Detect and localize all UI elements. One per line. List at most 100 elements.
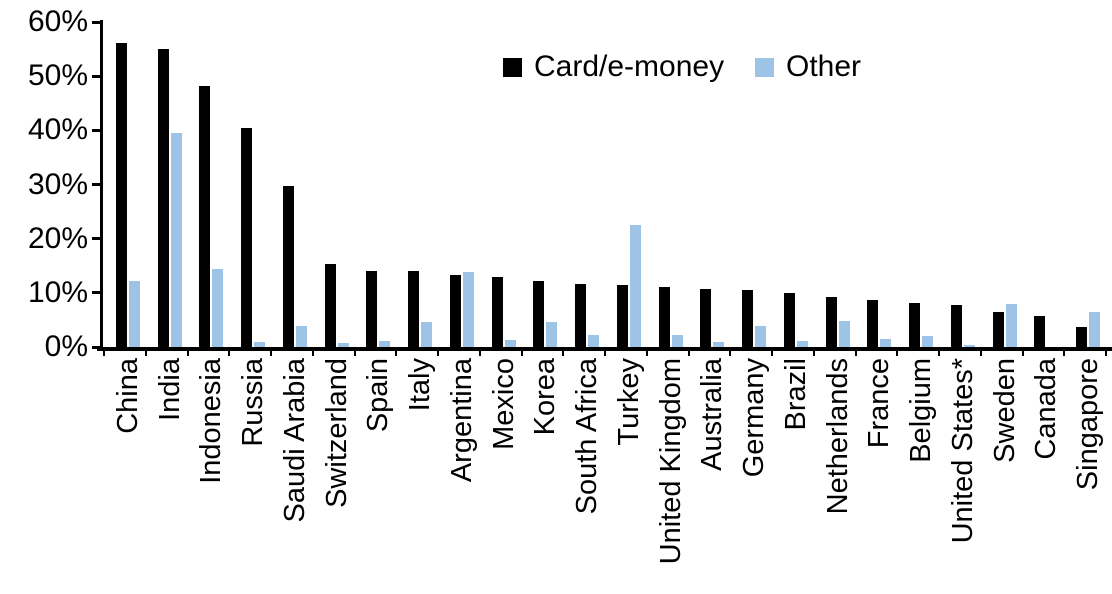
x-axis-label-singapore: Singapore [1072,358,1105,491]
x-axis-tick [938,347,940,356]
x-axis-label-russia: Russia [237,358,270,447]
bar-other-india [170,132,182,347]
x-axis-tick [520,347,523,356]
bar-other-saudi-arabia [295,326,307,347]
x-axis-label-italy: Italy [404,358,437,412]
bar-card-argentina [449,274,461,347]
bar-card-china [115,42,127,347]
bar-other-belgium [922,336,934,347]
bar-card-united-kingdom [658,287,670,347]
x-axis-label-korea: Korea [529,358,562,436]
x-axis-label-mexico: Mexico [487,358,520,450]
bar-other-russia [254,341,266,347]
bar-card-australia [700,289,712,347]
x-axis-tick [395,347,398,356]
y-axis-tick [92,291,100,295]
bar-other-united-states [963,345,975,347]
x-axis-tick [645,347,648,356]
y-axis-line [100,20,103,351]
x-axis-tick [896,347,899,356]
bar-other-argentina [462,272,474,347]
bar-card-spain [366,270,378,347]
x-axis-tick [103,347,105,356]
bar-other-united-kingdom [671,334,683,347]
bar-card-canada [1034,315,1046,347]
bar-card-russia [241,127,253,347]
bar-other-indonesia [212,269,224,347]
bar-card-belgium [909,303,921,347]
bar-card-turkey [616,284,628,347]
bar-other-brazil [796,340,808,347]
bar-card-italy [408,271,420,347]
x-axis-tick [687,347,690,356]
x-axis-label-china: China [111,358,144,434]
bar-other-korea [546,322,558,347]
bar-other-netherlands [838,321,850,347]
bar-other-sweden [1005,303,1017,347]
x-axis-tick [1021,347,1024,356]
x-axis-tick [311,347,314,356]
y-axis-tick [92,237,100,241]
x-axis-tick [353,347,356,356]
x-axis-label-turkey: Turkey [612,358,645,446]
x-axis-label-argentina: Argentina [445,358,478,483]
bar-card-south-africa [575,284,587,347]
x-axis-label-saudi-arabia: Saudi Arabia [278,358,311,523]
x-axis-label-switzerland: Switzerland [320,358,353,508]
x-axis-tick [812,347,815,356]
y-axis-label: 50% [27,59,88,93]
y-axis-tick [92,128,100,132]
y-axis-label: 30% [27,167,88,201]
x-axis-label-indonesia: Indonesia [195,358,228,484]
bar-other-switzerland [337,342,349,347]
y-axis-tick [92,20,100,24]
bar-other-spain [379,341,391,347]
x-axis-tick [854,347,857,356]
x-axis-label-united-states: United States* [946,358,979,544]
x-axis-label-australia: Australia [696,358,729,471]
bar-card-germany [742,290,754,347]
x-axis-tick [186,347,189,356]
bar-other-mexico [504,339,516,347]
x-axis-tick [562,347,565,356]
bar-other-france [880,338,892,347]
bar-card-india [157,49,169,347]
bar-card-switzerland [324,263,336,347]
x-axis-tick [1105,347,1107,356]
y-axis-tick [92,183,100,186]
bar-card-indonesia [199,85,211,347]
bar-card-singapore [1076,326,1088,347]
x-axis-label-sweden: Sweden [988,358,1021,463]
bar-card-netherlands [825,297,837,347]
x-axis-label-spain: Spain [362,358,395,433]
y-axis-tick [92,74,100,78]
bar-card-saudi-arabia [282,185,294,347]
bar-other-australia [713,341,725,347]
bar-other-china [128,280,140,347]
legend-item-other: Other [755,50,861,84]
x-axis-label-netherlands: Netherlands [821,358,854,515]
bar-other-italy [421,322,433,347]
y-axis-label: 20% [27,221,88,255]
legend-item-card-e-money: Card/e-money [503,50,724,84]
x-axis-tick [729,347,732,356]
legend-swatch-card-icon [503,57,522,77]
x-axis-tick [144,347,147,356]
x-axis-tick [771,347,773,356]
bar-other-turkey [629,225,641,347]
legend-label-other: Other [786,50,862,83]
x-axis-tick [478,347,481,356]
bar-card-mexico [491,277,503,347]
bar-other-singapore [1089,311,1101,347]
bar-card-france [867,300,879,347]
bar-card-brazil [783,293,795,347]
bar-card-sweden [992,311,1004,347]
x-axis-tick [437,347,439,356]
x-axis-tick [228,347,231,356]
x-axis-label-germany: Germany [738,358,771,478]
y-axis-label: 40% [27,113,88,147]
x-axis-tick [604,347,606,356]
y-axis-label: 60% [27,5,88,38]
x-axis-label-india: India [153,358,186,421]
